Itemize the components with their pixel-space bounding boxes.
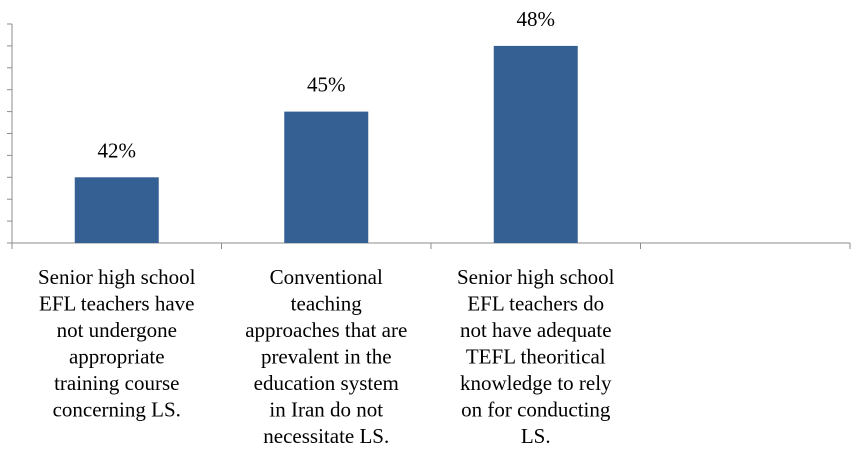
category-label-line: necessitate LS. bbox=[263, 424, 389, 448]
bar-2 bbox=[284, 111, 369, 243]
category-label-line: on for conducting bbox=[461, 398, 611, 422]
category-label-line: not undergone bbox=[57, 318, 177, 342]
category-label-line: prevalent in the bbox=[261, 345, 392, 369]
chart-bars bbox=[74, 45, 578, 244]
data-label-3: 48% bbox=[517, 7, 556, 31]
category-label-line: approaches that are bbox=[245, 318, 407, 342]
chart-category-labels: Senior high school EFL teachers have not u… bbox=[38, 265, 615, 448]
category-label-line: teaching bbox=[291, 292, 363, 316]
category-label-line: training course bbox=[54, 371, 179, 395]
category-label-line: education system bbox=[254, 371, 399, 395]
bar-3 bbox=[493, 45, 578, 244]
chart-data-labels: 42% 45% 48% bbox=[98, 7, 556, 162]
category-label-line: TEFL theoritical bbox=[466, 345, 606, 369]
category-label-line: LS. bbox=[521, 424, 551, 448]
category-label-1: Senior high school EFL teachers have not u… bbox=[38, 265, 196, 422]
category-label-line: concerning LS. bbox=[53, 398, 181, 422]
category-label-line: knowledge to rely bbox=[460, 371, 612, 395]
category-label-2: Conventional teaching approaches that are p… bbox=[245, 265, 407, 448]
category-label-line: in Iran do not bbox=[269, 398, 383, 422]
category-label-line: appropriate bbox=[69, 345, 165, 369]
category-label-3: Senior high school EFL teachers do not hav… bbox=[457, 265, 615, 448]
category-label-line: not have adequate bbox=[460, 318, 612, 342]
data-label-1: 42% bbox=[98, 138, 137, 162]
data-label-2: 45% bbox=[307, 73, 346, 97]
category-label-line: EFL teachers have bbox=[39, 292, 194, 316]
bar-1 bbox=[74, 177, 159, 243]
category-label-line: EFL teachers do bbox=[467, 292, 604, 316]
category-label-line: Senior high school bbox=[38, 265, 196, 289]
category-label-line: Conventional bbox=[270, 265, 383, 289]
category-label-line: Senior high school bbox=[457, 265, 615, 289]
